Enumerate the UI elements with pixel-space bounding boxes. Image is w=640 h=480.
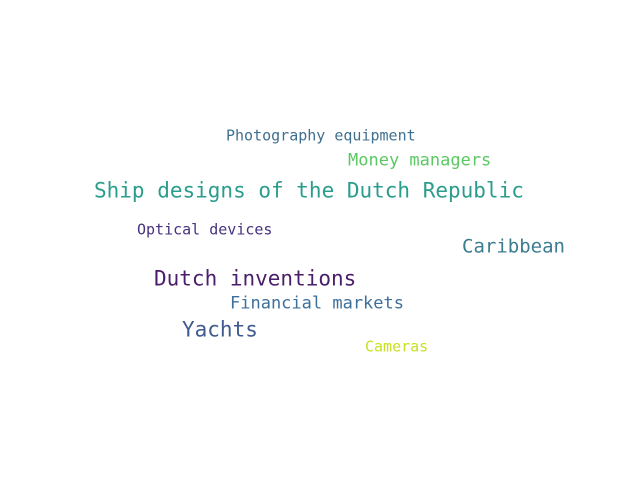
word-financial-markets: Financial markets — [230, 293, 404, 314]
word-optical-devices: Optical devices — [137, 220, 273, 239]
word-caribbean: Caribbean — [462, 235, 565, 258]
word-money-managers: Money managers — [348, 150, 492, 171]
word-ship-designs: Ship designs of the Dutch Republic — [94, 178, 524, 203]
word-dutch-inventions: Dutch inventions — [154, 266, 357, 291]
word-yachts: Yachts — [182, 317, 258, 342]
word-cameras: Cameras — [365, 337, 429, 356]
word-photography-equipment: Photography equipment — [226, 126, 416, 145]
